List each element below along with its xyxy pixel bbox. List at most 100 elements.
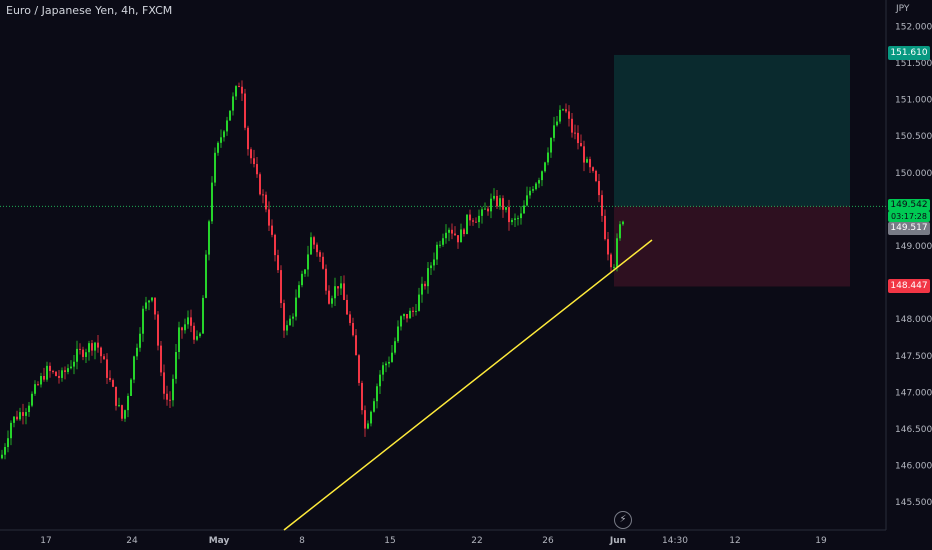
price-axis-tick-label: 148.000 <box>895 315 932 325</box>
price-axis-tick-label: 150.500 <box>895 132 932 142</box>
candle-body <box>211 182 213 222</box>
candle-body <box>427 268 429 287</box>
candle-body <box>328 290 330 304</box>
candle-body <box>607 239 609 255</box>
candle-body <box>40 375 42 385</box>
candle-body <box>481 209 483 216</box>
candle-body <box>487 208 489 212</box>
candle-body <box>511 219 513 223</box>
candle-body <box>88 343 90 353</box>
candle-body <box>31 393 33 406</box>
candle-body <box>544 162 546 172</box>
price-axis-tick-label: 152.000 <box>895 22 932 32</box>
candle-body <box>466 214 468 235</box>
candle-body <box>577 132 579 144</box>
candle-body <box>508 207 510 223</box>
time-axis-label: 19 <box>815 536 827 546</box>
candle-body <box>616 238 618 267</box>
candle-body <box>244 93 246 128</box>
candle-body <box>202 297 204 334</box>
chart-title: Euro / Japanese Yen, 4h, FXCM <box>6 4 173 17</box>
candle-body <box>394 341 396 353</box>
candle-body <box>391 352 393 362</box>
candle-body <box>292 316 294 319</box>
candle-body <box>163 372 165 394</box>
candle-body <box>325 268 327 291</box>
candle-body <box>610 254 612 268</box>
candle-body <box>346 299 348 315</box>
price-axis-tick-label: 147.500 <box>895 352 932 362</box>
last-price-tag: 149.517 <box>888 222 930 235</box>
candle-body <box>118 405 120 407</box>
candle-body <box>19 412 21 420</box>
candle-body <box>256 164 258 175</box>
candle-body <box>97 342 99 348</box>
candle-body <box>337 286 339 289</box>
candle-body <box>16 416 18 420</box>
candle-body <box>595 170 597 182</box>
time-axis-label: 8 <box>299 536 305 546</box>
candle-body <box>343 283 345 300</box>
candle-body <box>229 110 231 121</box>
candle-body <box>253 158 255 165</box>
candle-body <box>232 96 234 111</box>
lightning-icon[interactable]: ⚡ <box>614 511 632 529</box>
candle-body <box>274 234 276 256</box>
candle-body <box>550 137 552 153</box>
candle-body <box>502 198 504 210</box>
candle-body <box>520 213 522 219</box>
candle-body <box>82 349 84 357</box>
candle-body <box>454 233 456 236</box>
candle-body <box>556 121 558 126</box>
candle-body <box>187 317 189 325</box>
candle-body <box>514 218 516 220</box>
price-axis-tick-label: 151.500 <box>895 59 932 69</box>
candle-body <box>322 256 324 269</box>
candle-body <box>352 322 354 336</box>
time-axis-label: Jun <box>609 536 626 546</box>
candle-body <box>535 183 537 190</box>
candle-body <box>46 365 48 380</box>
candle-body <box>526 195 528 206</box>
candle-body <box>283 303 285 331</box>
candle-body <box>112 380 114 387</box>
candle-body <box>622 221 624 225</box>
candle-body <box>196 336 198 340</box>
candle-body <box>199 333 201 337</box>
candle-body <box>316 244 318 253</box>
candle-body <box>532 189 534 191</box>
candle-body <box>76 348 78 362</box>
candle-body <box>484 208 486 210</box>
candle-body <box>217 142 219 153</box>
currency-unit-label: JPY <box>896 4 910 14</box>
candle-body <box>55 371 57 376</box>
candle-body <box>442 238 444 245</box>
candle-body <box>388 361 390 364</box>
candle-body <box>361 382 363 411</box>
candle-body <box>319 252 321 257</box>
candle-body <box>145 302 147 309</box>
time-axis-label: 14:30 <box>662 536 688 546</box>
entry-price-tag: 149.542 <box>888 199 930 211</box>
candle-body <box>499 198 501 207</box>
candle-body <box>169 399 171 401</box>
candle-body <box>457 235 459 243</box>
candle-body <box>220 137 222 143</box>
candle-body <box>418 294 420 311</box>
candle-body <box>619 224 621 239</box>
candle-body <box>250 149 252 159</box>
candle-body <box>382 365 384 375</box>
candle-body <box>25 412 27 416</box>
candle-body <box>61 370 63 378</box>
candle-body <box>517 218 519 220</box>
candle-body <box>4 447 6 455</box>
candle-body <box>433 259 435 266</box>
candle-body <box>268 209 270 226</box>
candle-body <box>574 132 576 134</box>
candle-body <box>451 229 453 234</box>
candle-body <box>37 384 39 386</box>
candle-body <box>379 374 381 387</box>
candle-body <box>565 109 567 112</box>
candle-body <box>28 405 30 413</box>
